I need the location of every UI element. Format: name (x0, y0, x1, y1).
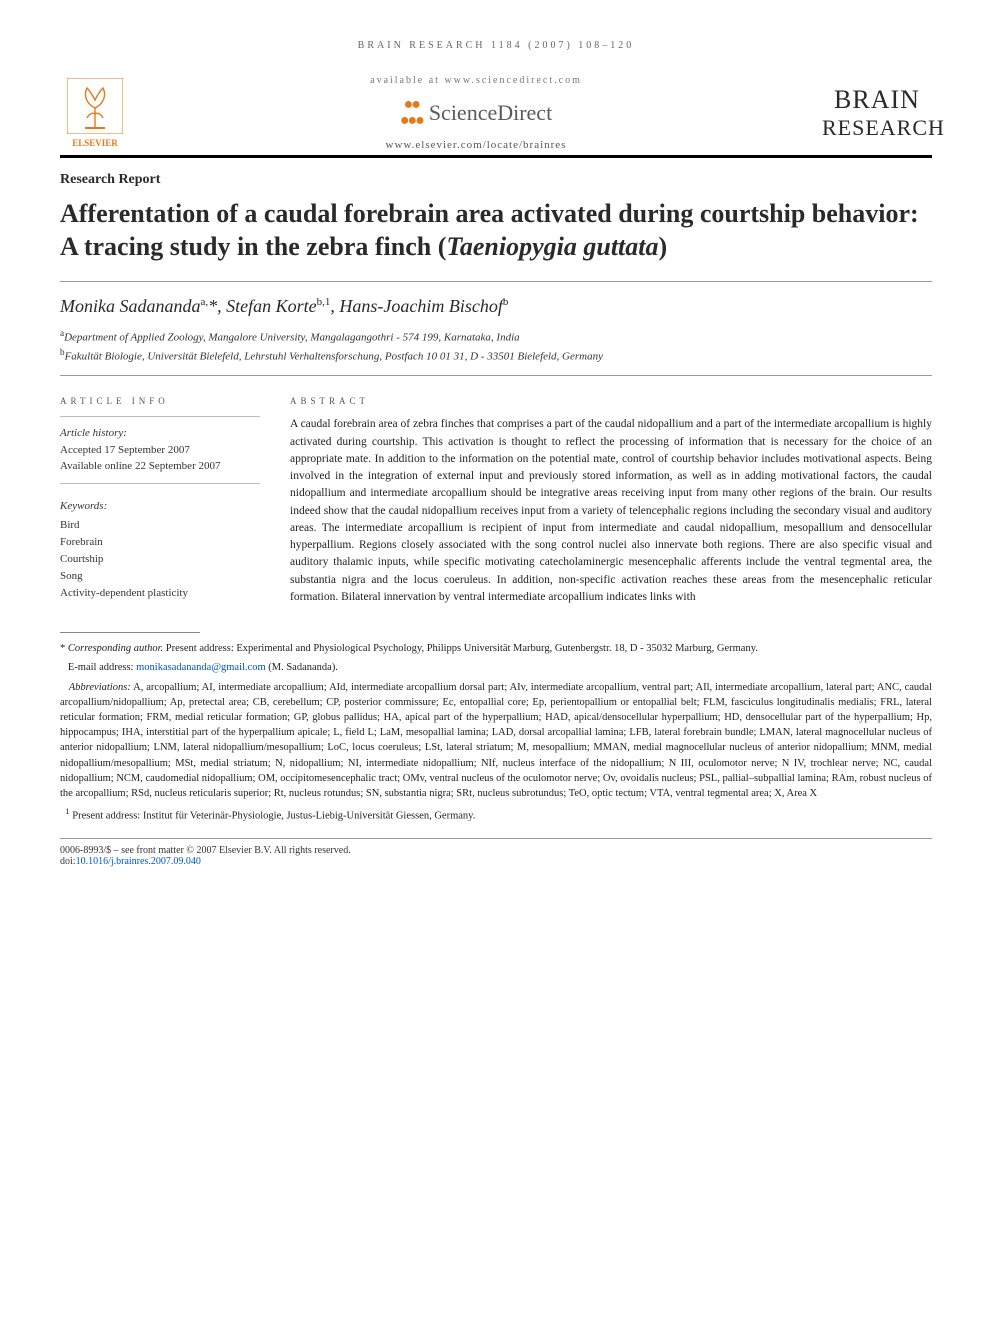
abbreviations: Abbreviations: A, arcopallium; AI, inter… (60, 680, 932, 802)
footnote-rule (60, 632, 200, 633)
divider (60, 375, 932, 376)
email-line: E-mail address: monikasadananda@gmail.co… (60, 660, 932, 675)
corr-label: Corresponding author. (68, 643, 163, 654)
keyword-list: BirdForebrainCourtshipSongActivity-depen… (60, 517, 260, 602)
journal-logo: BRAIN RESEARCH (822, 85, 932, 141)
page-root: BRAIN RESEARCH 1184 (2007) 108–120 ELSEV… (0, 0, 992, 907)
title-species: Taeniopygia guttata (446, 232, 658, 261)
running-header: BRAIN RESEARCH 1184 (2007) 108–120 (60, 40, 932, 51)
copyright-line: 0006-8993/$ – see front matter © 2007 El… (60, 845, 932, 856)
doi-label: doi: (60, 856, 76, 867)
divider (60, 281, 932, 282)
elsevier-name: ELSEVIER (60, 138, 130, 148)
corr-text: Present address: Experimental and Physio… (163, 643, 758, 654)
present-addr-text: Present address: Institut für Veterinär-… (72, 811, 475, 822)
corresponding-author: * Corresponding author. Present address:… (60, 641, 932, 656)
affiliations: aDepartment of Applied Zoology, Mangalor… (60, 327, 932, 365)
email-label: E-mail address: (68, 662, 136, 673)
affil-b-text: Fakultät Biologie, Universität Bielefeld… (65, 351, 603, 363)
section-label: Research Report (60, 172, 932, 188)
left-column: ARTICLE INFO Article history: Accepted 1… (60, 396, 260, 606)
email-link[interactable]: monikasadananda@gmail.com (136, 662, 266, 673)
keyword-item: Activity-dependent plasticity (60, 585, 260, 602)
authors: Monika Sadanandaa,*, Stefan Korteb,1, Ha… (60, 296, 932, 317)
bottom-bar: 0006-8993/$ – see front matter © 2007 El… (60, 838, 932, 867)
available-at: available at www.sciencedirect.com (130, 75, 822, 86)
abbrev-text: A, arcopallium; AI, intermediate arcopal… (60, 682, 932, 800)
footnotes: * Corresponding author. Present address:… (60, 641, 932, 824)
article-title: Afferentation of a caudal forebrain area… (60, 198, 932, 263)
affil-b: bFakultät Biologie, Universität Bielefel… (60, 346, 932, 365)
article-history: Article history: Accepted 17 September 2… (60, 416, 260, 484)
keywords: Keywords: BirdForebrainCourtshipSongActi… (60, 498, 260, 602)
history-label: Article history: (60, 425, 260, 442)
abbrev-label: Abbreviations: (69, 682, 131, 693)
keyword-item: Courtship (60, 551, 260, 568)
keyword-item: Song (60, 568, 260, 585)
doi-line: doi:10.1016/j.brainres.2007.09.040 (60, 856, 932, 867)
affil-a-text: Department of Applied Zoology, Mangalore… (64, 332, 520, 344)
right-column: ABSTRACT A caudal forebrain area of zebr… (290, 396, 932, 606)
keyword-item: Bird (60, 517, 260, 534)
article-info-head: ARTICLE INFO (60, 396, 260, 406)
keywords-label: Keywords: (60, 498, 260, 515)
elsevier-tree-icon (67, 78, 123, 134)
title-post: ) (659, 232, 668, 261)
email-person: (M. Sadananda). (266, 662, 338, 673)
sd-name: ScienceDirect (429, 100, 552, 126)
accepted-date: Accepted 17 September 2007 (60, 442, 260, 459)
two-column: ARTICLE INFO Article history: Accepted 1… (60, 396, 932, 606)
affil-a: aDepartment of Applied Zoology, Mangalor… (60, 327, 932, 346)
sd-dots-icon: ●●●●● (400, 97, 423, 129)
present-address: 1 Present address: Institut für Veterinä… (60, 805, 932, 824)
masthead-center: available at www.sciencedirect.com ●●●●●… (130, 75, 822, 151)
sciencedirect-logo: ●●●●● ScienceDirect (400, 97, 552, 129)
abstract-head: ABSTRACT (290, 396, 932, 406)
locate-url: www.elsevier.com/locate/brainres (130, 139, 822, 151)
journal-line2: RESEARCH (822, 115, 932, 141)
journal-line1: BRAIN (822, 85, 932, 115)
keyword-item: Forebrain (60, 534, 260, 551)
doi-link[interactable]: 10.1016/j.brainres.2007.09.040 (76, 856, 201, 867)
abstract-text: A caudal forebrain area of zebra finches… (290, 416, 932, 606)
online-date: Available online 22 September 2007 (60, 458, 260, 475)
masthead: ELSEVIER available at www.sciencedirect.… (60, 75, 932, 158)
elsevier-logo: ELSEVIER (60, 78, 130, 148)
